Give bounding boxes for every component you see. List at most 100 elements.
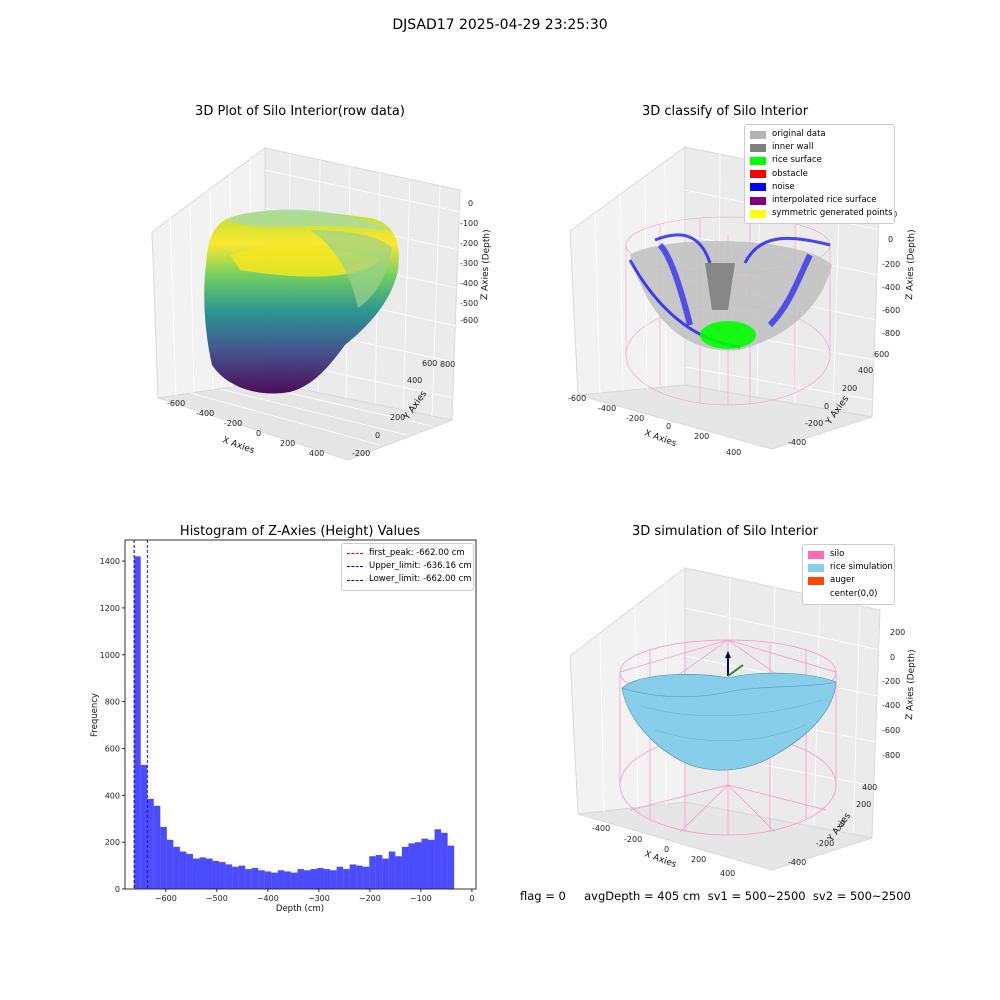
hist-bar: [258, 870, 265, 889]
legend-label: center(0,0): [830, 588, 878, 599]
legend-label: silo: [830, 549, 845, 559]
y-tick-label: 1000: [100, 651, 120, 660]
hist-bar: [310, 869, 318, 889]
raw-y-ticks: -200 0 200 400 600 800: [352, 359, 455, 458]
tick-label: -200: [224, 419, 242, 428]
tick-label: -800: [882, 751, 900, 760]
legend-line: [347, 566, 363, 568]
tick-label: 0: [664, 845, 669, 854]
hist-bar: [395, 856, 402, 889]
legend-label: rice simulation: [830, 562, 893, 573]
legend-swatch: [750, 157, 766, 165]
legend-swatch: [750, 209, 766, 218]
hist-bar: [421, 838, 429, 889]
tick-label: -200: [882, 260, 900, 269]
tick-label: -400: [196, 409, 214, 418]
legend-entry: silo: [808, 548, 889, 561]
hist-bar: [232, 866, 239, 889]
legend-entry: rice surface: [750, 154, 889, 167]
sim-x-ticks: -400 -200 0 200 400: [592, 824, 735, 878]
hist-bar: [271, 872, 278, 889]
tick-label: -200: [805, 419, 823, 428]
legend-swatch: [808, 590, 824, 598]
tick-label: -400: [460, 279, 478, 288]
x-tick-label: −300: [308, 894, 330, 903]
legend-entry: original data: [750, 128, 889, 141]
legend-label: noise: [772, 181, 795, 192]
tick-label: -400: [882, 283, 900, 292]
hist-bar: [206, 858, 213, 889]
hist-bar: [382, 858, 389, 889]
tick-label: 400: [720, 869, 735, 878]
x-tick-label: −500: [206, 894, 228, 903]
legend-line: [347, 579, 363, 581]
legend-swatch: [750, 183, 766, 192]
legend-entry: interpolated rice surface: [750, 194, 889, 207]
tick-label: 400: [309, 449, 324, 458]
tick-label: -100: [460, 219, 478, 228]
sim-z-label: Z Axies (Depth): [905, 649, 917, 720]
hist-x-ticks: −600 −500 −400 −300 −200 −100 0: [155, 889, 474, 903]
y-tick-label: 1200: [100, 604, 120, 613]
legend-entry: Lower_limit: -662.00 cm: [347, 573, 472, 586]
hist-bar: [323, 869, 331, 889]
legend-entry: obstacle: [750, 168, 889, 181]
classify-plot-title: 3D classify of Silo Interior: [641, 104, 809, 119]
hist-bar: [245, 869, 252, 889]
hist-bar: [388, 851, 396, 889]
legend-swatch: [750, 143, 766, 152]
hist-bar: [362, 866, 370, 889]
tick-label: 200: [842, 384, 857, 393]
tick-label: -600: [460, 316, 478, 325]
sim-z-ticks: 200 0 -200 -400 -600 -800: [882, 628, 905, 760]
hist-x-label: Depth (cm): [276, 904, 324, 914]
x-tick-label: −400: [257, 894, 279, 903]
hist-title: Histogram of Z-Axies (Height) Values: [179, 524, 421, 539]
legend-entry: auger: [808, 574, 889, 587]
hist-bar: [192, 858, 200, 889]
tick-label: 800: [440, 360, 455, 369]
tick-label: -400: [788, 858, 806, 867]
hist-bar: [447, 845, 455, 889]
legend-entry: inner wall: [750, 141, 889, 154]
tick-label: -200: [460, 239, 478, 248]
legend-label: rice surface: [772, 155, 822, 166]
tick-label: 0: [824, 402, 829, 411]
classify-z-label: Z Axies (Depth): [905, 229, 917, 300]
legend-label: first_peak: -662.00 cm: [369, 548, 465, 558]
hist-bar: [212, 860, 220, 889]
tick-label: 200: [691, 855, 706, 864]
legend-swatch: [750, 130, 766, 139]
hist-bar: [264, 871, 272, 889]
hist-bar: [160, 826, 167, 889]
legend-label: Lower_limit: -662.00 cm: [369, 574, 472, 585]
tick-label: -600: [882, 726, 900, 735]
tick-label: -400: [598, 404, 616, 413]
y-tick-label: 800: [105, 698, 120, 707]
legend-line: [347, 553, 363, 555]
legend-swatch: [750, 170, 766, 179]
tick-label: -400: [788, 438, 806, 447]
tick-label: -800: [882, 329, 900, 338]
tick-label: 200: [390, 413, 405, 422]
hist-bar: [134, 556, 141, 889]
raw-3d-plot: -600 -400 -200 0 200 400 X Axies -200 0 …: [151, 147, 492, 460]
legend-swatch: [808, 550, 824, 559]
hist-bar: [140, 764, 148, 889]
classify-3d-plot: -600 -400 -200 0 200 400 X Axies -400 -2…: [568, 146, 917, 455]
legend-entry: rice simulation: [808, 561, 893, 574]
tick-label: -200: [816, 839, 834, 848]
legend-swatch: [808, 577, 824, 585]
legend-entry: center(0,0): [808, 588, 889, 601]
classify-legend: original data inner wall rice surface ob…: [744, 124, 895, 225]
hist-bars: [134, 556, 455, 889]
tick-label: 200: [694, 432, 709, 441]
hist-bar: [428, 839, 435, 889]
hist-bar: [147, 798, 154, 889]
hist-bar: [369, 856, 376, 889]
hist-bar: [153, 805, 161, 889]
tick-label: 400: [726, 448, 741, 455]
tick-label: 0: [468, 199, 473, 208]
hist-bar: [343, 869, 350, 889]
x-tick-label: 0: [469, 894, 474, 903]
